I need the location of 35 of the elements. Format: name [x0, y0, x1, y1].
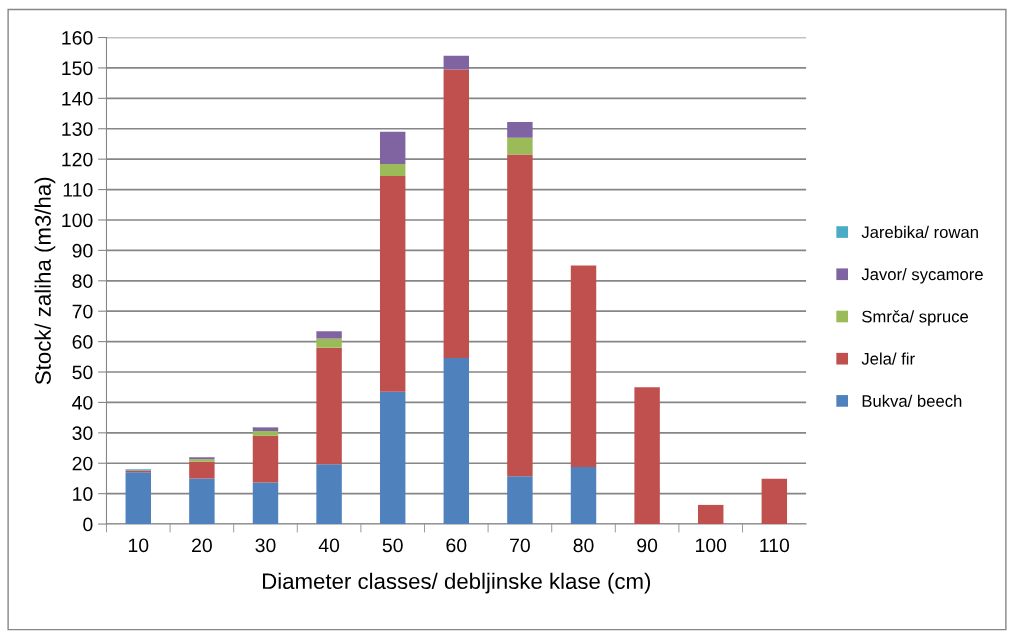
y-tick-label: 130 [62, 122, 93, 136]
x-tick-label: 70 [510, 538, 530, 553]
x-tick-label: 40 [318, 538, 340, 553]
y-tick-label: 30 [72, 426, 93, 441]
x-tick-label: 30 [255, 538, 276, 553]
y-tick-label: 20 [72, 456, 93, 471]
x-tick-label: 80 [573, 538, 594, 553]
x-tick-label: 60 [446, 538, 467, 553]
y-axis-title: Stock/ zaliha (m3/ha) [34, 177, 56, 385]
x-tick-label: 110 [760, 538, 790, 553]
y-tick-label: 100 [62, 213, 93, 228]
y-tick-label: 70 [72, 304, 93, 319]
legend-label: Bukva/ beech [862, 394, 962, 407]
y-tick-label: 0 [83, 517, 93, 532]
y-tick-label: 80 [72, 274, 93, 289]
y-tick-label: 10 [73, 487, 93, 501]
legend-label: Javor/ sycamore [861, 268, 983, 284]
legend-label: Smrča/ spruce [862, 310, 969, 326]
x-tick-label: 20 [192, 538, 212, 553]
y-tick-label: 150 [62, 61, 93, 76]
x-tick-label: 100 [695, 538, 727, 553]
legend-label: Jarebika/ rowan [861, 225, 978, 239]
y-tick-label: 140 [62, 91, 93, 106]
y-tick-label: 120 [62, 152, 93, 167]
x-axis-title: Diameter classes/ debljinske klase (cm) [263, 572, 651, 594]
y-tick-label: 160 [62, 30, 93, 45]
y-tick-label: 50 [72, 365, 93, 380]
x-tick-label: 50 [382, 538, 403, 553]
y-tick-label: 110 [63, 183, 93, 197]
y-tick-label: 90 [72, 243, 93, 258]
x-tick-label: 10 [128, 538, 149, 553]
y-tick-label: 40 [72, 395, 93, 410]
legend-label: Jela/ fir [861, 352, 915, 365]
x-tick-label: 90 [637, 538, 658, 553]
y-tick-label: 60 [72, 335, 93, 349]
